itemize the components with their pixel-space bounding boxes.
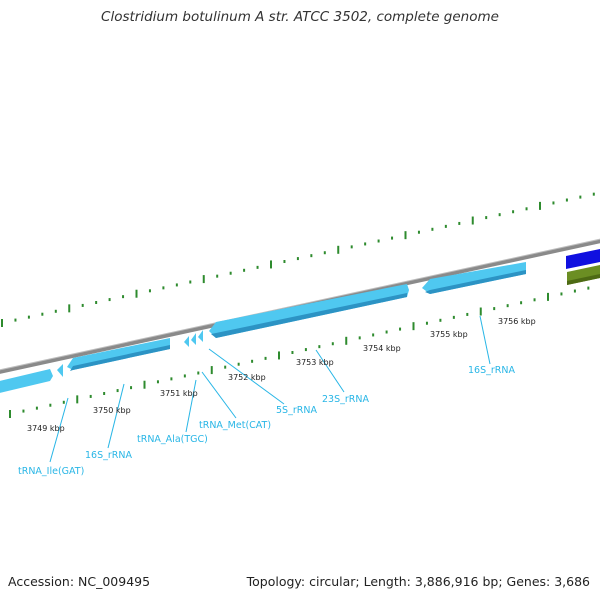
outer-tick-track <box>1 192 595 327</box>
tick-label: 3755 kbp <box>430 330 468 339</box>
accession-text: Accession: NC_009495 <box>8 574 151 589</box>
feature-label-23s[interactable]: 23S_rRNA <box>322 394 369 405</box>
rna-feature-left-edge[interactable] <box>0 369 53 394</box>
tick-label: 3752 kbp <box>228 373 266 382</box>
tick-label: 3753 kbp <box>296 358 334 367</box>
feature-labels: tRNA_Ile(GAT) 16S_rRNA tRNA_Ala(TGC) tRN… <box>18 365 515 477</box>
map-title: Clostridium botulinum A str. ATCC 3502, … <box>101 9 499 25</box>
feature-label-16s-left[interactable]: 16S_rRNA <box>85 450 132 461</box>
tick-label: 3751 kbp <box>160 389 198 398</box>
rna-feature-track[interactable] <box>0 262 526 394</box>
tick-labels: 3749 kbp 3750 kbp 3751 kbp 3752 kbp 3753… <box>27 317 536 433</box>
cds-feature-blue[interactable] <box>566 249 600 269</box>
rna-feature-trna-ala[interactable] <box>184 336 189 347</box>
rna-feature-23s-shade <box>211 293 407 338</box>
feature-label-5s[interactable]: 5S_rRNA <box>276 405 317 416</box>
rna-feature-5s[interactable] <box>198 330 203 342</box>
rna-feature-trna-met[interactable] <box>191 333 196 345</box>
feature-label-trna-met[interactable]: tRNA_Met(CAT) <box>199 420 271 431</box>
rna-feature-16s-right[interactable] <box>422 262 526 294</box>
feature-leader-lines <box>49 315 491 463</box>
rna-feature-16s-right-shade <box>425 270 526 294</box>
genome-summary-text: Topology: circular; Length: 3,886,916 bp… <box>246 574 590 589</box>
feature-label-trna-ile[interactable]: tRNA_Ile(GAT) <box>18 466 84 477</box>
rna-feature-16s-left-shade <box>70 345 170 371</box>
cds-feature-green-shade <box>567 274 600 285</box>
tick-label: 3750 kbp <box>93 406 131 415</box>
tick-label: 3754 kbp <box>363 344 401 353</box>
tick-label: 3756 kbp <box>498 317 536 326</box>
tick-label: 3749 kbp <box>27 424 65 433</box>
feature-label-trna-ala[interactable]: tRNA_Ala(TGC) <box>137 434 208 445</box>
genome-backbone-highlight <box>0 238 600 371</box>
feature-label-16s-right[interactable]: 16S_rRNA <box>468 365 515 376</box>
rna-feature-trna-ile[interactable] <box>57 364 63 377</box>
inner-tick-track <box>9 286 590 418</box>
